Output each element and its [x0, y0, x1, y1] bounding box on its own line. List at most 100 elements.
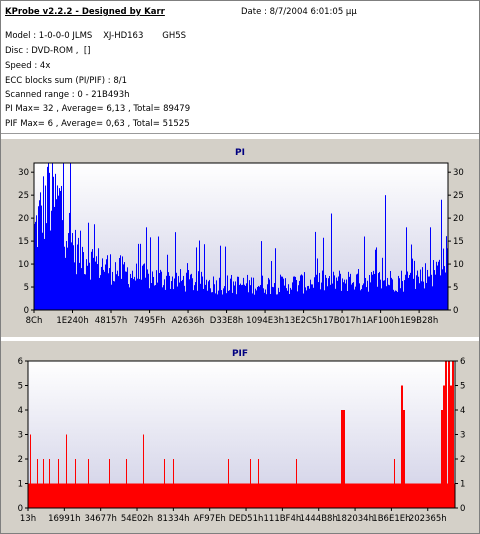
pi-bar	[156, 270, 157, 310]
pif-bar	[293, 483, 294, 508]
pif-bar	[402, 385, 403, 508]
pif-ytick-label-right: 5	[460, 382, 465, 392]
pi-bar	[221, 290, 222, 310]
pi-bar	[66, 240, 67, 310]
pi-bar	[441, 199, 442, 310]
pif-bar	[258, 459, 259, 508]
pi-bar	[59, 188, 60, 310]
pi-bar	[163, 285, 164, 310]
pif-bar	[376, 483, 377, 508]
pi-bar	[264, 292, 265, 310]
pi-bar	[425, 263, 426, 310]
pif-bar	[164, 459, 165, 508]
pif-bar	[257, 483, 258, 508]
pif-bar	[183, 483, 184, 508]
pif-bar	[245, 483, 246, 508]
pi-bar	[288, 284, 289, 310]
pif-bar	[237, 483, 238, 508]
pi-bar	[220, 245, 221, 310]
pi-bar	[399, 278, 400, 310]
pi-bar	[45, 185, 46, 310]
pif-bar	[83, 483, 84, 508]
scanned-range: Scanned range : 0 - 21B493h	[5, 90, 130, 100]
pi-bar	[251, 277, 252, 310]
pi-bar	[190, 274, 191, 310]
pif-bar	[179, 483, 180, 508]
pi-bar	[157, 282, 158, 310]
pif-bar	[434, 483, 435, 508]
pif-bar	[163, 483, 164, 508]
pif-bar	[406, 483, 407, 508]
pi-bar	[248, 292, 249, 310]
pif-bar	[441, 410, 442, 508]
pi-bar	[192, 278, 193, 310]
pi-bar	[120, 255, 121, 310]
pi-bar	[259, 286, 260, 310]
pi-bar	[329, 276, 330, 310]
pif-bar	[110, 483, 111, 508]
pif-bar	[129, 483, 130, 508]
pif-ytick-label-right: 0	[460, 504, 465, 514]
pif-bar	[243, 483, 244, 508]
pi-bar	[258, 285, 259, 310]
pif-bar	[43, 459, 44, 508]
pif-bar	[138, 483, 139, 508]
pif-bar	[238, 483, 239, 508]
pi-bar	[170, 288, 171, 310]
pif-bar	[273, 483, 274, 508]
pi-bar	[418, 276, 419, 310]
pif-bar	[86, 483, 87, 508]
pi-bar	[121, 278, 122, 310]
pif-bar	[432, 483, 433, 508]
pif-bar	[277, 483, 278, 508]
pi-bar	[281, 276, 282, 310]
pi-bar	[67, 247, 68, 310]
pi-bar	[318, 282, 319, 310]
pif-bar	[30, 434, 31, 508]
pi-bar	[394, 291, 395, 310]
pif-bar	[105, 483, 106, 508]
pi-bar	[375, 249, 376, 310]
pif-ytick-label-left: 6	[18, 357, 23, 367]
pif-bar	[91, 483, 92, 508]
pif-bar	[292, 483, 293, 508]
pi-bar	[249, 280, 250, 310]
pif-bar	[109, 459, 110, 508]
pif-ytick-label-left: 1	[18, 480, 23, 490]
pi-bar	[294, 276, 295, 310]
pif-bar	[53, 483, 54, 508]
pi-bar	[69, 212, 70, 310]
pi-bar	[55, 173, 56, 310]
pif-bar	[254, 483, 255, 508]
pif-bar	[297, 483, 298, 508]
pif-bar	[175, 483, 176, 508]
pif-bar	[102, 483, 103, 508]
pif-bar	[104, 483, 105, 508]
pi-bar	[203, 288, 204, 310]
pif-bar	[157, 483, 158, 508]
pi-bar	[289, 293, 290, 310]
pi-bar	[200, 283, 201, 310]
pi-bar	[302, 275, 303, 310]
pif-bar	[443, 385, 444, 508]
pif-bar	[282, 483, 283, 508]
pif-bar	[313, 483, 314, 508]
pi-bar	[428, 276, 429, 310]
pif-bar	[31, 483, 32, 508]
pif-bar	[323, 483, 324, 508]
pif-bar	[309, 483, 310, 508]
pi-bar	[421, 281, 422, 310]
pif-bar	[416, 483, 417, 508]
pif-bar	[208, 483, 209, 508]
pi-bar	[146, 227, 147, 310]
pif-bar	[339, 483, 340, 508]
pi-bar	[125, 271, 126, 310]
pi-bar	[70, 163, 71, 310]
pi-bar	[188, 270, 189, 310]
pif-bar	[304, 483, 305, 508]
pif-bar	[371, 483, 372, 508]
pi-bar	[151, 283, 152, 310]
pif-bar	[450, 385, 451, 508]
pi-bar	[246, 283, 247, 310]
pi-bar	[58, 195, 59, 310]
